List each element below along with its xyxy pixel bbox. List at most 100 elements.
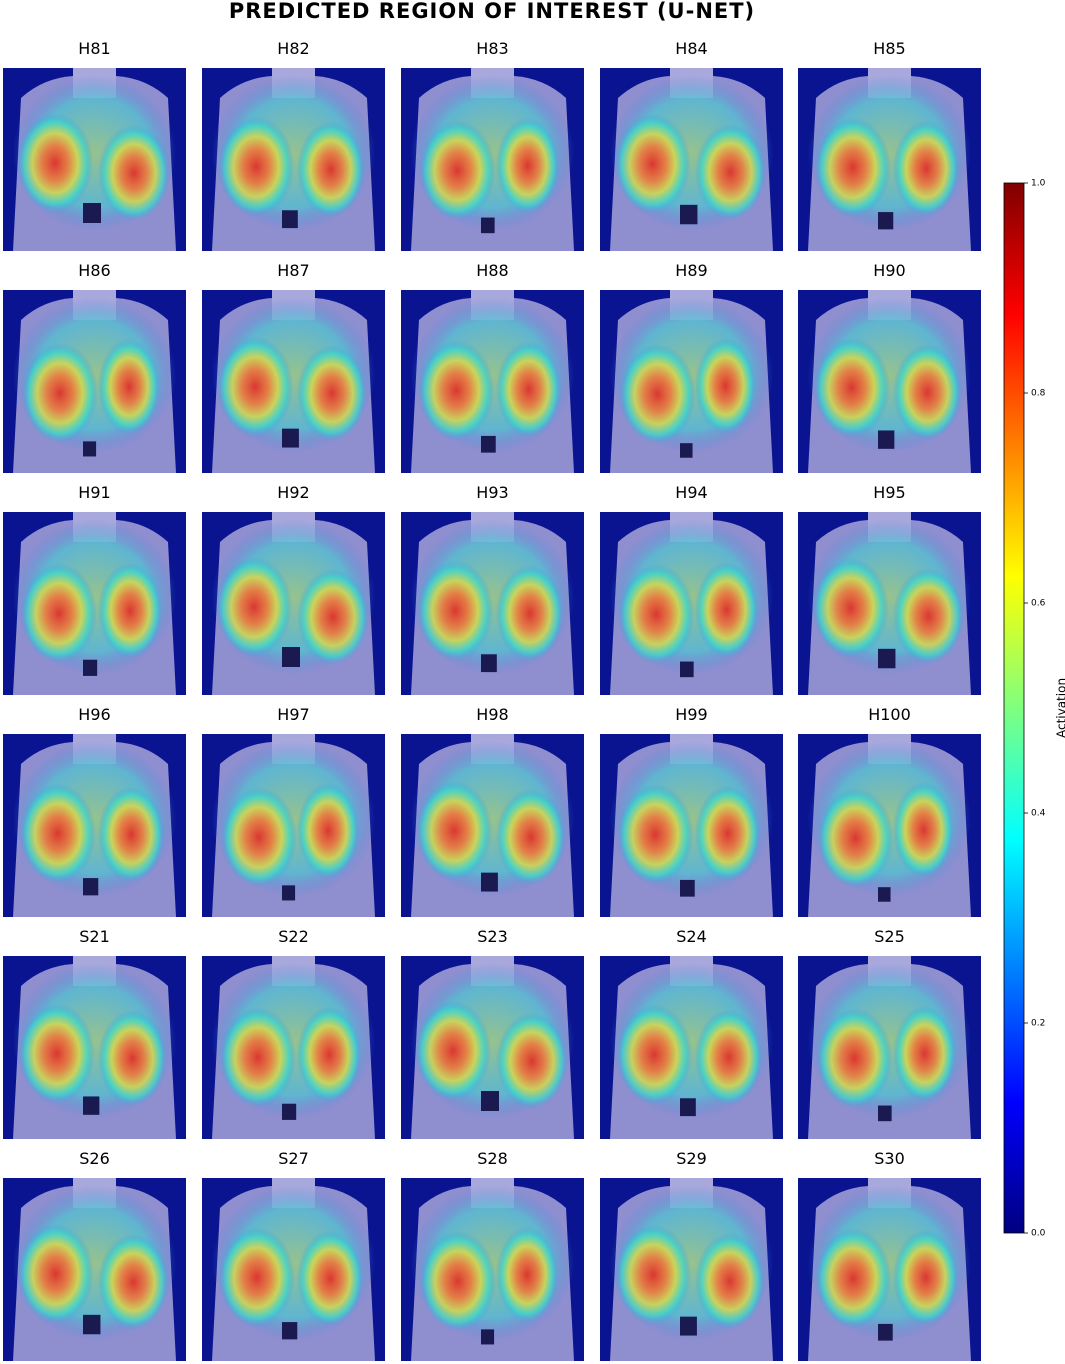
thermal-image: [3, 734, 186, 917]
heat-right: [893, 344, 962, 441]
image-content: [3, 956, 186, 1139]
image-content: [401, 290, 584, 473]
marker: [878, 1105, 892, 1122]
heat-left: [415, 1001, 491, 1101]
heat-right: [297, 782, 360, 879]
heat-left: [218, 116, 295, 217]
heat-right: [695, 1009, 763, 1106]
marker: [680, 1098, 696, 1117]
heat-right: [893, 1229, 959, 1326]
heat-right: [97, 786, 165, 883]
heat-left: [220, 787, 297, 888]
panel-label: S27: [278, 1149, 309, 1168]
image-content: [798, 734, 981, 917]
heat-left: [419, 1231, 496, 1332]
heat-right: [297, 345, 367, 442]
heat-right: [893, 568, 964, 665]
marker: [680, 1316, 697, 1336]
heat-left: [815, 1228, 892, 1329]
image-content: [798, 290, 981, 473]
heat-left: [614, 113, 691, 214]
thermal-image: [798, 1178, 981, 1361]
marker: [83, 1096, 100, 1115]
figure-title: PREDICTED REGION OF INTEREST (U-NET): [229, 0, 755, 23]
colorbar-tick-label: 0.8: [1031, 389, 1046, 399]
panel-label: H96: [78, 705, 110, 724]
marker: [878, 430, 895, 449]
image-content: [798, 512, 981, 695]
panel-label: H92: [277, 483, 309, 502]
thermal-image: [202, 290, 385, 473]
image-content: [202, 734, 385, 917]
image-content: [401, 512, 584, 695]
heat-right: [98, 338, 161, 435]
panel-label: H98: [476, 705, 508, 724]
thermal-image: [202, 1178, 385, 1361]
image-content: [600, 290, 783, 473]
heat-left: [814, 117, 891, 218]
panel-label: H85: [873, 39, 905, 58]
marker: [282, 210, 298, 229]
heat-left: [615, 1224, 692, 1325]
thermal-image: [3, 1178, 186, 1361]
panel-label: S21: [79, 927, 110, 946]
heat-left: [812, 557, 889, 658]
panel-label: H87: [277, 261, 309, 280]
heat-right: [893, 1005, 957, 1102]
heat-right: [98, 1010, 167, 1107]
thermal-image: [798, 734, 981, 917]
panel-label: H82: [277, 39, 309, 58]
marker: [680, 204, 698, 225]
marker: [481, 872, 498, 892]
heat-left: [419, 120, 496, 221]
heat-left: [618, 564, 695, 665]
heat-right: [496, 341, 562, 438]
marker: [878, 212, 894, 230]
panel-label: H99: [675, 705, 707, 724]
heat-left: [218, 1227, 295, 1328]
heat-right: [98, 1234, 169, 1331]
image-content: [202, 956, 385, 1139]
colorbar-tick-label: 0.0: [1031, 1229, 1046, 1239]
image-content: [401, 1178, 584, 1361]
heat-right: [98, 125, 170, 221]
panel-label: S25: [874, 927, 905, 946]
panel-label: H95: [873, 483, 905, 502]
marker: [83, 203, 101, 223]
thermal-image: [401, 956, 584, 1139]
image-content: [798, 68, 981, 251]
marker: [83, 659, 98, 676]
heat-left: [217, 336, 294, 437]
heat-right: [98, 562, 163, 659]
marker: [83, 878, 99, 896]
image-content: [600, 956, 783, 1139]
panel-label: S23: [477, 927, 508, 946]
heat-right: [695, 785, 761, 882]
panel-label: S24: [676, 927, 707, 946]
panel-label: H93: [476, 483, 508, 502]
image-content: [600, 512, 783, 695]
panel-label: H90: [873, 261, 905, 280]
panel-label: H94: [675, 483, 707, 502]
image-content: [600, 1178, 783, 1361]
image-content: [3, 68, 186, 251]
thermal-image: [3, 956, 186, 1139]
panel-label: S22: [278, 927, 309, 946]
image-content: [600, 68, 783, 251]
colorbar-tick-label: 0.4: [1031, 809, 1046, 819]
heat-left: [617, 784, 694, 885]
heat-right: [893, 120, 960, 217]
heat-right: [695, 124, 766, 221]
colorbar-tick-label: 1.0: [1031, 179, 1046, 189]
image-content: [3, 290, 186, 473]
marker: [878, 648, 896, 669]
panel-label: H86: [78, 261, 110, 280]
heat-right: [893, 781, 955, 878]
thermal-image: [600, 1178, 783, 1361]
marker: [878, 887, 891, 902]
heat-left: [417, 560, 494, 661]
marker: [481, 217, 495, 234]
image-content: [202, 512, 385, 695]
panel-label: H97: [277, 705, 309, 724]
colorbar-tick-label: 0.6: [1031, 599, 1046, 609]
